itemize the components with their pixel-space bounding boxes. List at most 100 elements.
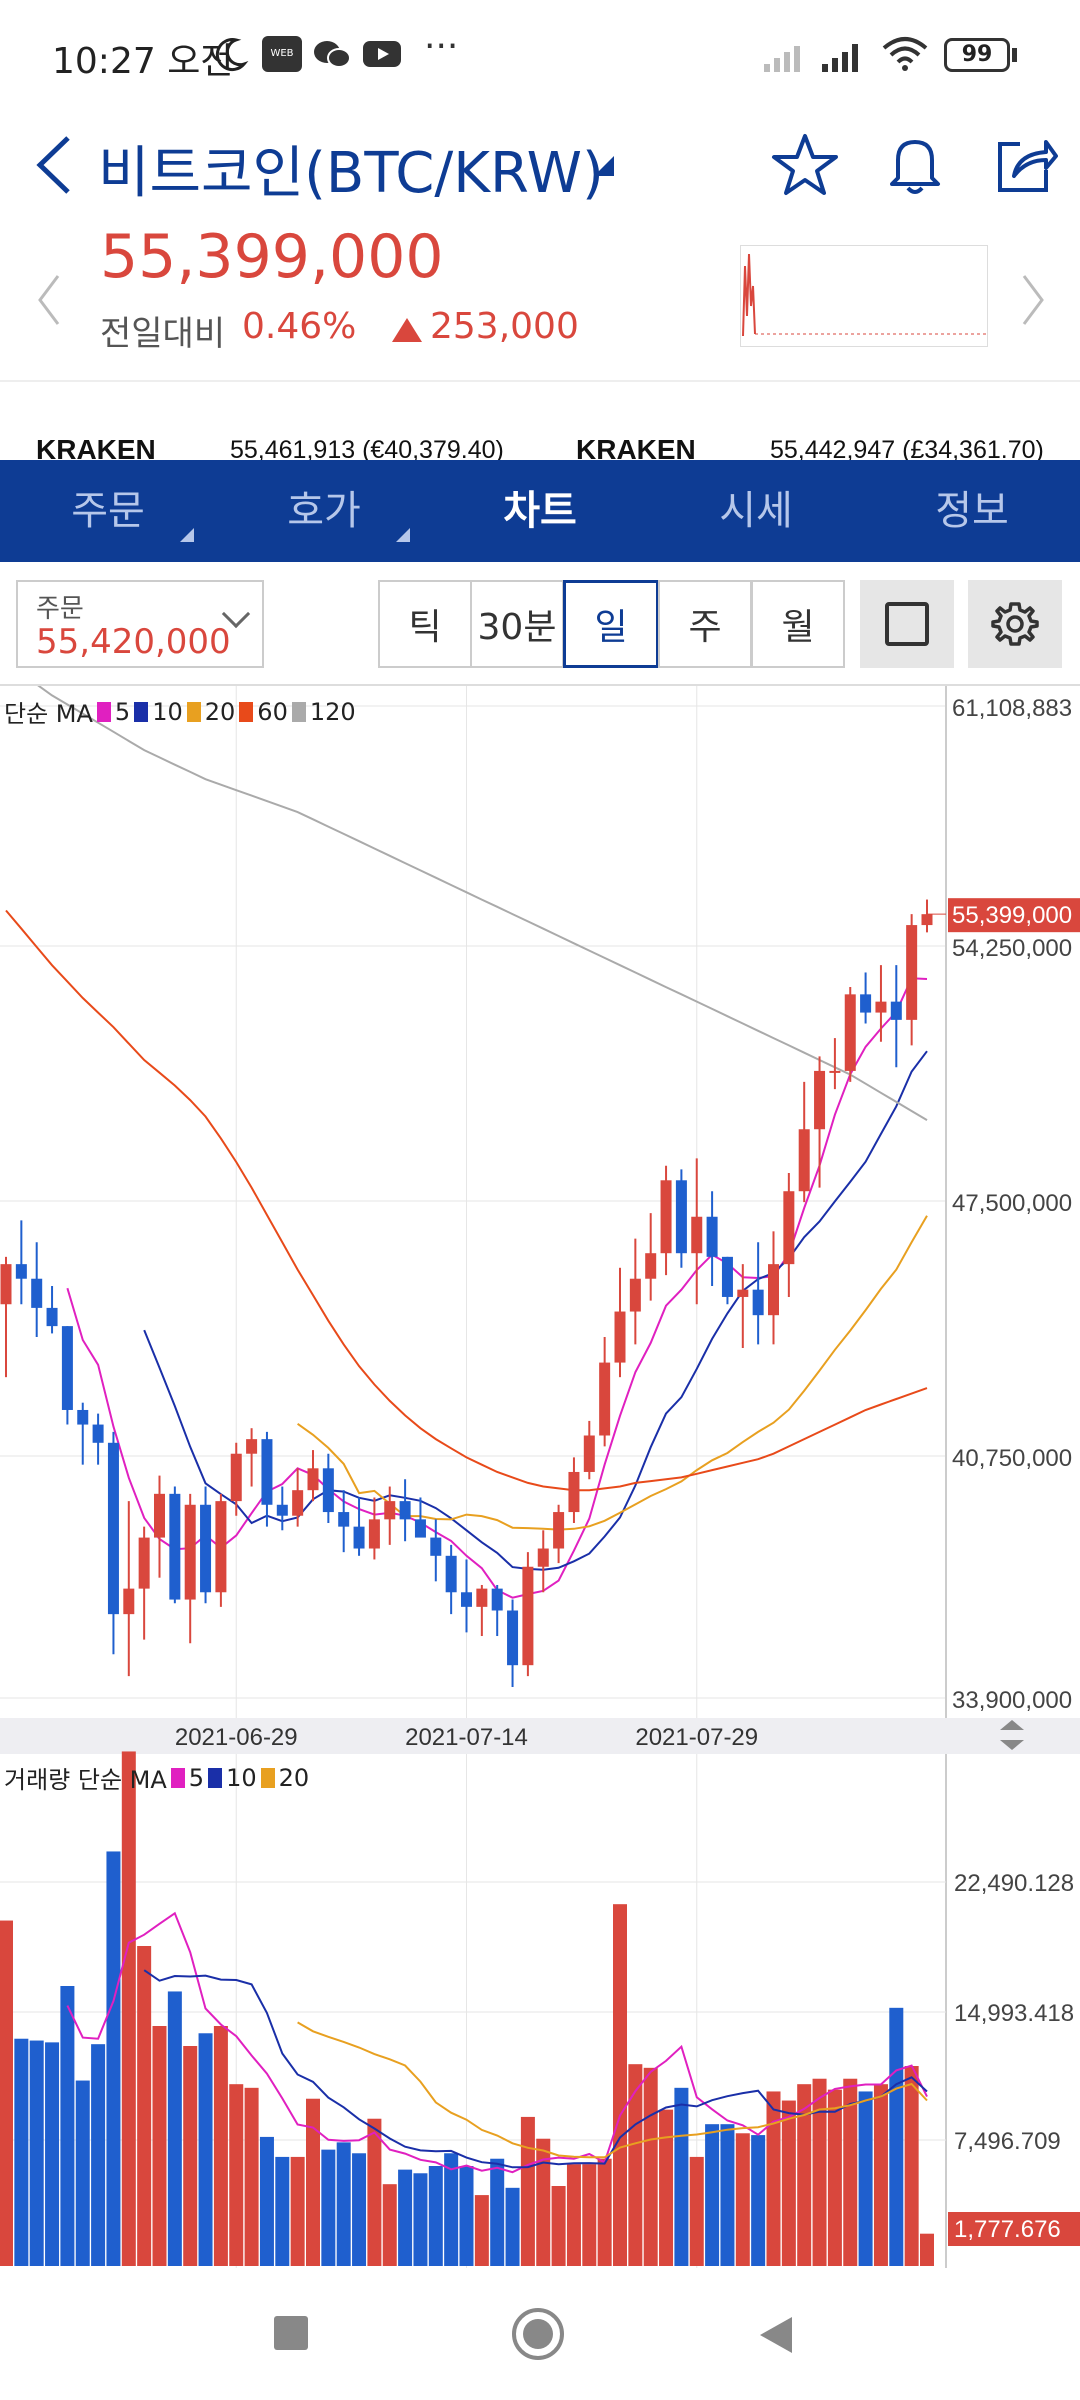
bell-icon[interactable] — [880, 130, 950, 200]
volume-bar — [106, 1851, 121, 2266]
candle-body — [553, 1512, 565, 1549]
exchange-ticker: KRAKEN 55,461,913 (€40,379.40) KRAKEN 55… — [0, 380, 1080, 460]
candle-body — [706, 1216, 718, 1257]
webtoon-icon: WEB — [262, 36, 302, 72]
volume-ma-line — [143, 1969, 928, 2169]
dropdown-triangle-icon[interactable] — [592, 154, 616, 178]
volume-bar — [781, 2100, 796, 2266]
tab-label: 주문 — [71, 488, 145, 534]
volume-bar — [0, 1920, 13, 2266]
recent-apps-icon[interactable] — [274, 2316, 308, 2350]
controls-divider — [0, 684, 1080, 686]
period-tick[interactable]: 틱 — [378, 580, 472, 668]
star-icon[interactable] — [770, 130, 840, 200]
candle-body — [507, 1610, 519, 1666]
price-volume-chart[interactable]: 61,108,883 54,250,000 47,500,000 40,750,000… — [0, 686, 1080, 2268]
fullscreen-button[interactable] — [860, 580, 954, 668]
battery-icon: 99 — [944, 38, 1010, 72]
tab-orderbook[interactable]: 호가 — [216, 460, 432, 562]
battery-tip — [1012, 48, 1017, 62]
volume-bar — [198, 2033, 213, 2266]
volume-bar — [29, 2040, 44, 2266]
candle-body — [92, 1424, 104, 1443]
settings-button[interactable] — [968, 580, 1062, 668]
date-tick-label: 2021-07-29 — [635, 1724, 758, 1751]
legend-swatch — [239, 701, 254, 722]
period-30min[interactable]: 30분 — [470, 580, 564, 668]
legend-swatch — [291, 701, 306, 722]
volume-bar — [858, 2091, 873, 2266]
ticker-value: 55,442,947 (£34,361.70) — [770, 436, 1044, 460]
current-price-tag — [948, 898, 1080, 933]
system-nav-bar — [0, 2270, 1080, 2400]
volume-bar — [398, 2169, 413, 2266]
candle-body — [752, 1289, 764, 1316]
back-arrow-icon[interactable] — [30, 130, 80, 200]
volume-bar — [597, 2158, 612, 2266]
volume-bar — [659, 2109, 674, 2266]
tab-label: 시세 — [719, 488, 793, 534]
legend-swatch — [260, 1767, 275, 1788]
period-month[interactable]: 월 — [751, 580, 845, 668]
legend-label: 10 — [226, 1763, 257, 1792]
resize-up-icon — [1000, 1720, 1024, 1730]
current-price: 55,399,000 — [100, 222, 444, 292]
coin-title[interactable]: 비트코인(BTC/KRW) — [98, 141, 604, 206]
candle-body — [276, 1504, 288, 1516]
candle-body — [322, 1468, 334, 1513]
period-week[interactable]: 주 — [658, 580, 752, 668]
tab-bar: 주문 호가 차트 시세 정보 — [0, 460, 1080, 562]
candle-body — [737, 1289, 749, 1297]
resize-down-icon — [1000, 1740, 1024, 1750]
ticker-exchange: KRAKEN — [576, 434, 696, 460]
candle-body — [445, 1555, 457, 1593]
volume-bar — [367, 2118, 382, 2266]
tab-quotes[interactable]: 시세 — [648, 460, 864, 562]
volume-bar — [275, 2156, 290, 2266]
volume-bar — [244, 2087, 259, 2266]
mini-chart[interactable] — [740, 245, 988, 347]
candle-body — [906, 925, 918, 1020]
candle-body — [107, 1442, 119, 1615]
volume-bar — [566, 2164, 581, 2266]
tab-order[interactable]: 주문 — [0, 460, 216, 562]
legend-prefix: 단순 MA — [4, 700, 93, 728]
volume-ma-line — [297, 2021, 928, 2159]
candle-body — [368, 1519, 380, 1549]
mini-chart-line — [742, 253, 987, 337]
change-label: 전일대비 — [100, 314, 226, 354]
period-day[interactable]: 일 — [563, 580, 659, 668]
current-price-label: 55,399,000 — [952, 902, 1072, 929]
legend-label: 10 — [152, 697, 183, 726]
current-volume-label: 1,777.676 — [954, 2216, 1061, 2243]
candle-body — [768, 1264, 779, 1316]
next-coin-icon[interactable] — [1018, 270, 1048, 330]
prev-coin-icon[interactable] — [34, 270, 64, 330]
candle-body — [61, 1326, 73, 1410]
volume-bar — [904, 2066, 919, 2266]
candle-body — [430, 1537, 442, 1556]
volume-bar — [167, 1991, 182, 2266]
tab-label: 호가 — [287, 488, 361, 534]
share-icon[interactable] — [990, 130, 1060, 200]
volume-bar — [628, 2064, 643, 2266]
candle-body — [215, 1501, 227, 1593]
volume-bar — [352, 2153, 367, 2266]
ma-line-10 — [143, 1050, 928, 1571]
home-icon[interactable] — [510, 2306, 566, 2362]
candle-body — [77, 1409, 89, 1425]
volume-ma-legend: 거래량 단순 MA 5 10 20 — [4, 1760, 309, 1795]
price-tick-label: 54,250,000 — [952, 935, 1072, 962]
order-price-dropdown[interactable]: 주문 55,420,000 — [16, 580, 264, 668]
back-icon[interactable] — [756, 2314, 796, 2356]
tab-chart[interactable]: 차트 — [432, 460, 648, 562]
volume-bar — [889, 2007, 904, 2266]
volume-bar — [735, 2133, 750, 2266]
tab-info[interactable]: 정보 — [864, 460, 1080, 562]
volume-bar — [536, 2138, 551, 2266]
menu-triangle-icon — [180, 528, 194, 542]
order-label: 주문 — [36, 594, 84, 624]
legend-swatch — [186, 701, 201, 722]
volume-bar — [152, 2026, 167, 2266]
ticker-value: 55,461,913 (€40,379.40) — [230, 436, 504, 460]
